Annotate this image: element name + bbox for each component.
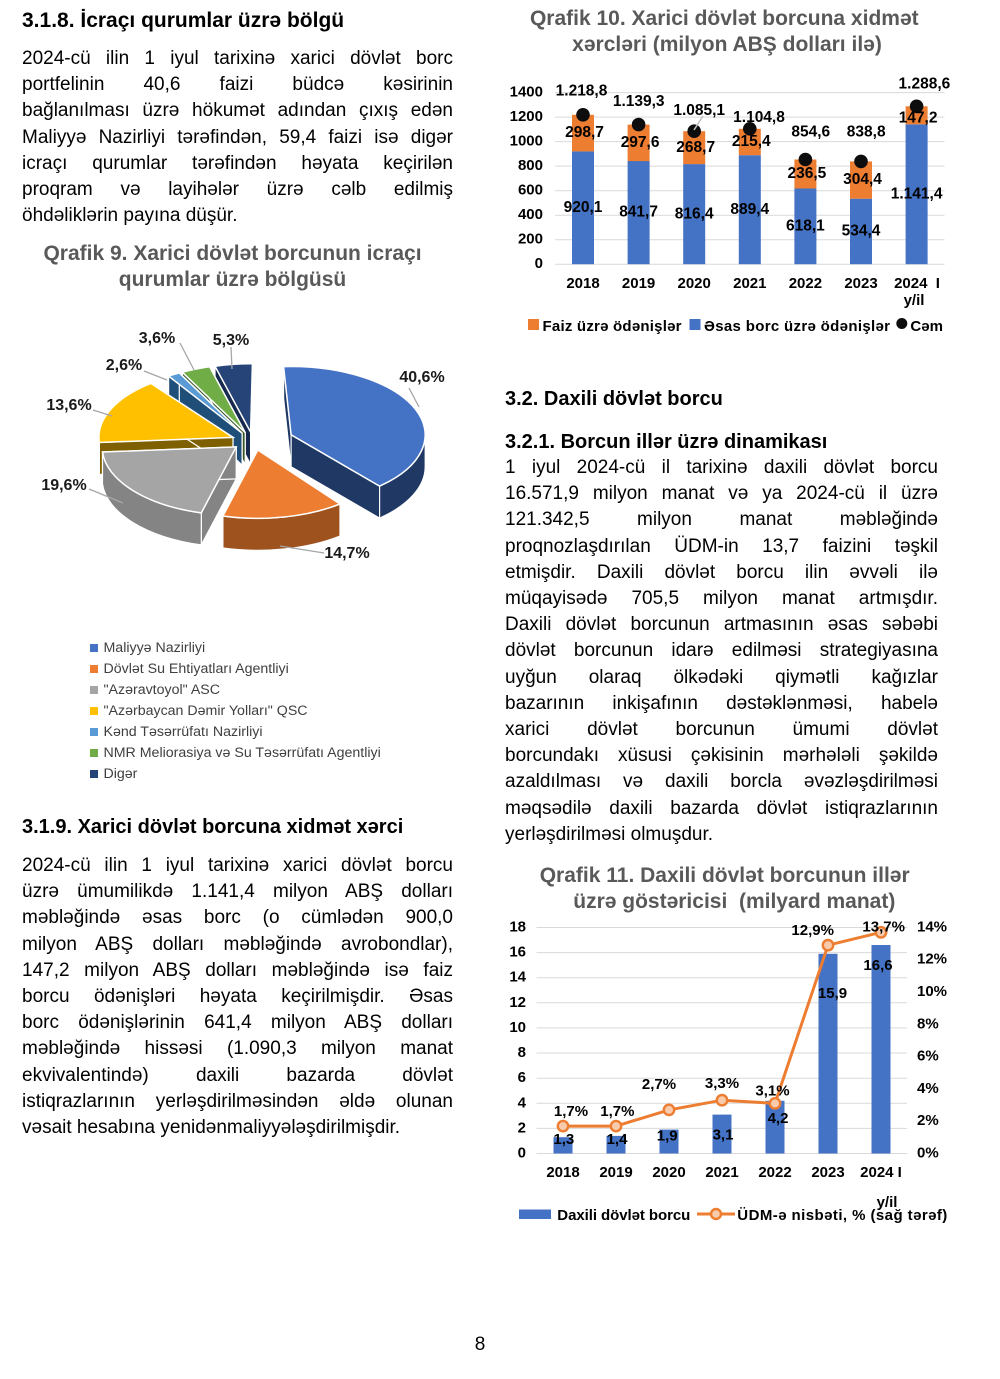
svg-text:2018: 2018 [566,275,599,292]
svg-text:12%: 12% [917,951,947,968]
svg-text:15,9: 15,9 [818,985,847,1002]
svg-text:16,6: 16,6 [863,957,892,974]
svg-text:4,2: 4,2 [768,1110,789,1127]
svg-text:Əsas borc üzrə ödənişlər: Əsas borc üzrə ödənişlər [704,318,890,335]
svg-text:8: 8 [518,1044,526,1061]
svg-text:0: 0 [535,255,543,272]
svg-text:2019: 2019 [622,275,655,292]
svg-text:200: 200 [518,231,543,248]
svg-text:2022: 2022 [789,275,822,292]
svg-text:10: 10 [509,1019,526,1036]
svg-text:0%: 0% [917,1144,939,1161]
svg-text:236,5: 236,5 [788,165,827,182]
svg-text:12: 12 [509,994,526,1011]
svg-text:854,6: 854,6 [791,123,830,140]
svg-text:0: 0 [518,1144,526,1161]
svg-text:3,6%: 3,6% [139,330,175,347]
svg-text:2021: 2021 [733,275,766,292]
svg-text:1,7%: 1,7% [600,1103,634,1120]
svg-text:2018: 2018 [546,1164,579,1181]
svg-text:1.218,8: 1.218,8 [556,83,608,100]
svg-text:1.139,3: 1.139,3 [613,93,665,110]
svg-text:800: 800 [518,157,543,174]
svg-text:2020: 2020 [652,1164,685,1181]
svg-text:2: 2 [518,1119,526,1136]
svg-text:2,7%: 2,7% [642,1076,676,1093]
svg-text:2,6%: 2,6% [106,357,142,374]
svg-text:268,7: 268,7 [676,139,715,156]
svg-text:2023: 2023 [844,275,877,292]
svg-text:400: 400 [518,206,543,223]
svg-text:2021: 2021 [705,1164,738,1181]
svg-text:889,4: 889,4 [730,201,769,218]
svg-text:14,7%: 14,7% [324,545,369,562]
svg-text:1.141,4: 1.141,4 [891,185,943,202]
svg-text:147,2: 147,2 [899,109,938,126]
svg-text:Faiz üzrə ödənişlər: Faiz üzrə ödənişlər [543,318,682,335]
svg-text:16: 16 [509,944,526,961]
svg-text:6: 6 [518,1069,526,1086]
svg-text:1,3: 1,3 [553,1131,574,1148]
svg-text:2019: 2019 [599,1164,632,1181]
svg-text:Daxili dövlət borcu: Daxili dövlət borcu [557,1207,690,1224]
svg-text:1,9: 1,9 [657,1127,678,1144]
svg-text:5,3%: 5,3% [213,332,249,349]
svg-text:1.104,8: 1.104,8 [733,109,785,126]
svg-text:1,7%: 1,7% [554,1103,588,1120]
svg-text:838,8: 838,8 [847,123,886,140]
svg-text:Cəm: Cəm [910,318,943,335]
svg-text:3,1%: 3,1% [755,1082,789,1099]
svg-text:1000: 1000 [510,133,543,150]
svg-text:2024 I: 2024 I [860,1164,902,1181]
svg-text:13,7%: 13,7% [862,918,905,935]
svg-text:1400: 1400 [510,84,543,101]
svg-text:19,6%: 19,6% [41,477,86,494]
svg-text:534,4: 534,4 [842,222,881,239]
svg-text:298,7: 298,7 [565,124,604,141]
svg-text:1.085,1: 1.085,1 [673,102,725,119]
svg-text:2020: 2020 [678,275,711,292]
svg-text:816,4: 816,4 [675,205,714,222]
svg-text:1200: 1200 [510,108,543,125]
svg-text:1,4: 1,4 [607,1131,629,1148]
svg-text:8%: 8% [917,1015,939,1032]
svg-text:841,7: 841,7 [619,204,658,221]
svg-text:2%: 2% [917,1112,939,1129]
svg-text:y/il: y/il [877,1194,898,1211]
svg-text:3,1: 3,1 [713,1126,734,1143]
svg-text:ÜDM-ə nisbəti, % (sağ tərəf): ÜDM-ə nisbəti, % (sağ tərəf) [737,1207,947,1224]
svg-text:2022: 2022 [758,1164,791,1181]
svg-text:600: 600 [518,182,543,199]
svg-text:304,4: 304,4 [843,171,882,188]
svg-text:40,6%: 40,6% [399,369,444,386]
svg-text:10%: 10% [917,983,947,1000]
svg-text:y/il: y/il [904,292,925,309]
svg-text:3,3%: 3,3% [705,1075,739,1092]
svg-text:18: 18 [509,918,526,935]
svg-text:12,9%: 12,9% [791,922,834,939]
svg-text:14%: 14% [917,918,947,935]
svg-text:2023: 2023 [811,1164,844,1181]
svg-text:4: 4 [518,1094,527,1111]
svg-text:920,1: 920,1 [564,199,603,216]
svg-text:14: 14 [509,969,526,986]
svg-text:215,4: 215,4 [732,133,771,150]
svg-text:2024 I: 2024 I [894,275,940,292]
svg-text:1.288,6: 1.288,6 [899,76,951,93]
svg-text:618,1: 618,1 [786,217,825,234]
svg-text:4%: 4% [917,1080,939,1097]
svg-text:297,6: 297,6 [621,134,660,151]
svg-text:6%: 6% [917,1048,939,1065]
svg-text:13,6%: 13,6% [46,397,91,414]
